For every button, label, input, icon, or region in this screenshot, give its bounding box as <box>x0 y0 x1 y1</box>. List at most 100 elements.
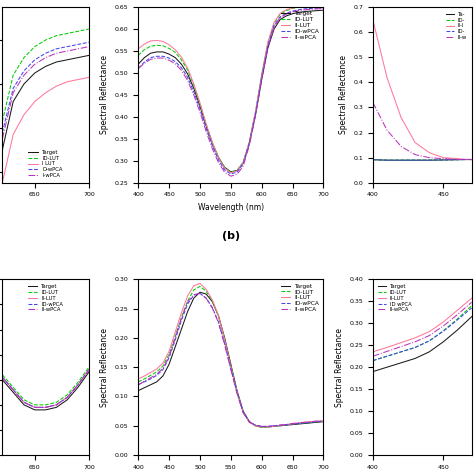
II-LUT <box>173 329 178 335</box>
ID-wPCA <box>179 65 184 71</box>
II-wPCA <box>253 113 258 118</box>
Target <box>203 291 209 297</box>
Target <box>142 385 147 391</box>
II-wPCA <box>296 8 301 13</box>
ID-LUT <box>173 333 178 339</box>
Target <box>191 85 197 91</box>
II-wPCA <box>203 128 209 134</box>
ID-LUT <box>265 424 271 430</box>
ID-LUT <box>191 82 197 88</box>
II-LUT <box>185 65 191 71</box>
Line: Target: Target <box>138 10 323 172</box>
Line: ID-LUT: ID-LUT <box>138 5 323 172</box>
ID-wPCA <box>240 161 246 167</box>
II-wPCA <box>296 420 301 426</box>
ID-LUT <box>216 313 221 319</box>
ID-LUT <box>222 165 228 171</box>
Target <box>173 344 178 349</box>
Target <box>308 420 314 426</box>
Target <box>197 103 203 109</box>
II-LUT <box>136 46 141 52</box>
Target <box>210 140 215 146</box>
ID-wPCA <box>296 420 301 426</box>
Target <box>302 9 308 14</box>
ID-wPCA <box>210 305 215 310</box>
ID-LUT <box>302 3 308 9</box>
Target <box>314 419 320 425</box>
ID-LUT <box>271 423 277 429</box>
ID-wPCA <box>302 420 308 426</box>
Legend: Target, ID-LUT, II-LUT, ID-wPCA, II-wPCA: Target, ID-LUT, II-LUT, ID-wPCA, II-wPCA <box>280 10 320 41</box>
Target <box>228 169 234 174</box>
Y-axis label: Spectral Reflectance: Spectral Reflectance <box>100 55 109 135</box>
ID-wPCA <box>246 140 252 146</box>
Target <box>160 49 166 55</box>
ID-LUT <box>320 418 326 424</box>
ID-wPCA <box>259 74 264 80</box>
ID-LUT <box>154 43 160 48</box>
ID-LUT <box>240 409 246 415</box>
Target <box>179 326 184 332</box>
ID-LUT <box>253 423 258 428</box>
II-wPCA <box>216 320 221 326</box>
ID-wPCA <box>191 89 197 95</box>
Line: ID-wPCA: ID-wPCA <box>138 8 323 174</box>
II-wPCA <box>222 169 228 175</box>
II-wPCA <box>191 92 197 98</box>
II-LUT <box>314 418 320 424</box>
II-LUT <box>210 139 215 145</box>
ID-LUT <box>253 109 258 115</box>
ID-wPCA <box>283 10 289 16</box>
II-wPCA <box>234 391 240 396</box>
ID-wPCA <box>197 291 203 296</box>
II-wPCA <box>160 55 166 61</box>
Line: ID-LUT: ID-LUT <box>138 286 323 428</box>
ID-LUT <box>314 419 320 425</box>
Legend: Target, ID-LUT, II-LUT, ID-wPCA, II-wPCA: Target, ID-LUT, II-LUT, ID-wPCA, II-wPCA <box>26 282 65 314</box>
ID-LUT <box>173 49 178 55</box>
II-LUT <box>142 41 147 47</box>
ID-LUT <box>234 168 240 173</box>
ID-wPCA <box>277 14 283 19</box>
ID-LUT <box>154 369 160 375</box>
II-LUT <box>253 423 258 428</box>
ID-LUT <box>240 159 246 165</box>
II-LUT <box>197 100 203 106</box>
ID-LUT <box>259 73 264 78</box>
II-LUT <box>308 2 314 8</box>
ID-LUT <box>148 373 154 378</box>
ID-LUT <box>228 169 234 175</box>
II-wPCA <box>253 422 258 428</box>
II-wPCA <box>314 6 320 12</box>
Target <box>290 11 295 17</box>
ID-LUT <box>246 139 252 145</box>
ID-wPCA <box>277 422 283 428</box>
II-LUT <box>185 293 191 299</box>
ID-wPCA <box>234 169 240 175</box>
ID-LUT <box>160 363 166 369</box>
II-wPCA <box>185 78 191 83</box>
ID-wPCA <box>179 318 184 323</box>
II-LUT <box>160 360 166 366</box>
X-axis label: Wavelength (nm): Wavelength (nm) <box>198 203 264 212</box>
II-wPCA <box>148 56 154 62</box>
II-LUT <box>265 424 271 430</box>
Target <box>210 299 215 304</box>
Target <box>296 421 301 427</box>
II-wPCA <box>265 45 271 50</box>
ID-wPCA <box>308 419 314 425</box>
Target <box>179 61 184 67</box>
II-wPCA <box>173 335 178 341</box>
II-LUT <box>136 376 141 382</box>
ID-LUT <box>228 363 234 368</box>
Target <box>265 424 271 430</box>
ID-wPCA <box>314 5 320 11</box>
II-LUT <box>296 4 301 9</box>
II-LUT <box>240 410 246 415</box>
II-wPCA <box>142 61 147 66</box>
Legend: Target, ID-LUT, II-LUT, ID wPCA, II-wPCA: Target, ID-LUT, II-LUT, ID wPCA, II-wPCA <box>375 282 414 314</box>
II-LUT <box>296 420 301 426</box>
ID-wPCA <box>234 390 240 395</box>
II-LUT <box>271 19 277 25</box>
II-wPCA <box>179 67 184 73</box>
